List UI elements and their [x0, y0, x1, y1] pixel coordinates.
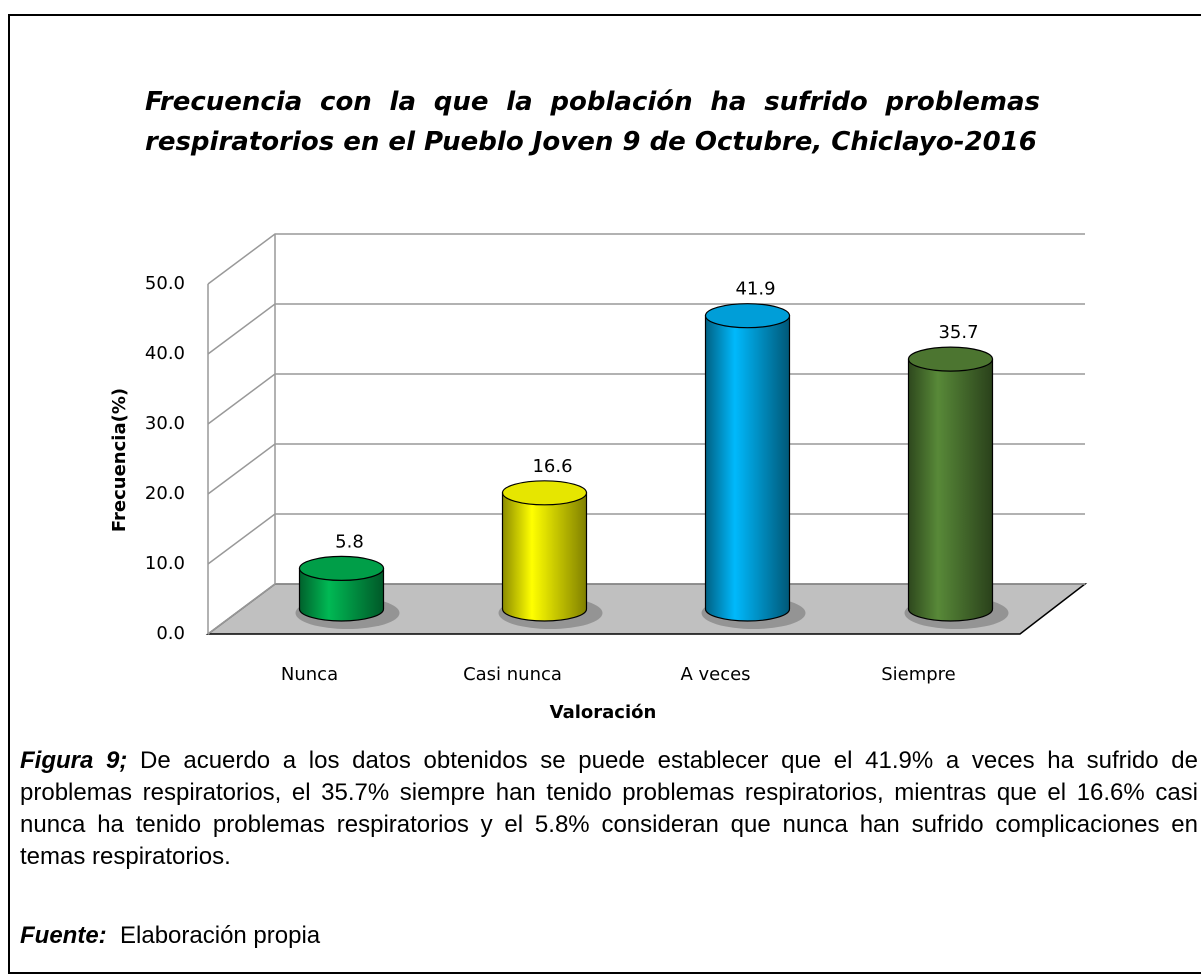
grid-line — [207, 443, 1085, 495]
data-label: 41.9 — [735, 279, 775, 300]
data-label: 5.8 — [335, 531, 364, 552]
data-label: 35.7 — [938, 322, 978, 343]
source-label: Fuente: — [20, 922, 107, 949]
chart: 0.0 10.0 20.0 30.0 40.0 50.0 Frecuencia(%) Valo… — [109, 233, 1088, 723]
y-tick-label: 50.0 — [145, 273, 185, 294]
caption-text: De acuerdo a los datos obtenidos se pued… — [20, 747, 1198, 870]
bar-top — [501, 480, 588, 506]
x-tick-label: Nunca — [281, 664, 338, 685]
y-tick-label: 10.0 — [145, 553, 185, 574]
x-axis-label: Valoración — [550, 702, 657, 723]
x-tick-label: Siempre — [881, 664, 956, 685]
grid-line — [207, 513, 1085, 565]
source-text: Elaboración propia — [106, 922, 321, 949]
source: Fuente: Elaboración propia — [20, 922, 320, 950]
chart-title: Frecuencia con la que la población ha su… — [145, 87, 1040, 157]
caption-label: Figura 9; — [20, 747, 128, 774]
bar-top — [298, 555, 385, 582]
y-tick-label: 20.0 — [145, 483, 185, 504]
grid-line — [207, 373, 1085, 425]
bar — [298, 567, 385, 622]
bar — [907, 358, 994, 622]
bar-top — [704, 303, 791, 329]
grid-line — [207, 303, 1085, 355]
caption: Figura 9; De acuerdo a los datos obtenid… — [20, 745, 1198, 873]
data-label: 16.6 — [532, 456, 572, 477]
bar-top — [907, 346, 994, 372]
x-tick-label: Casi nunca — [463, 664, 562, 685]
x-tick-label: A veces — [680, 664, 750, 685]
y-axis-label: Frecuencia(%) — [109, 388, 130, 532]
bar — [704, 315, 791, 622]
y-tick-label: 0.0 — [156, 623, 185, 644]
y-tick-label: 40.0 — [145, 343, 185, 364]
bar — [501, 492, 588, 622]
grid-line — [207, 583, 1085, 635]
y-tick-label: 30.0 — [145, 413, 185, 434]
grid-line — [207, 233, 1085, 285]
